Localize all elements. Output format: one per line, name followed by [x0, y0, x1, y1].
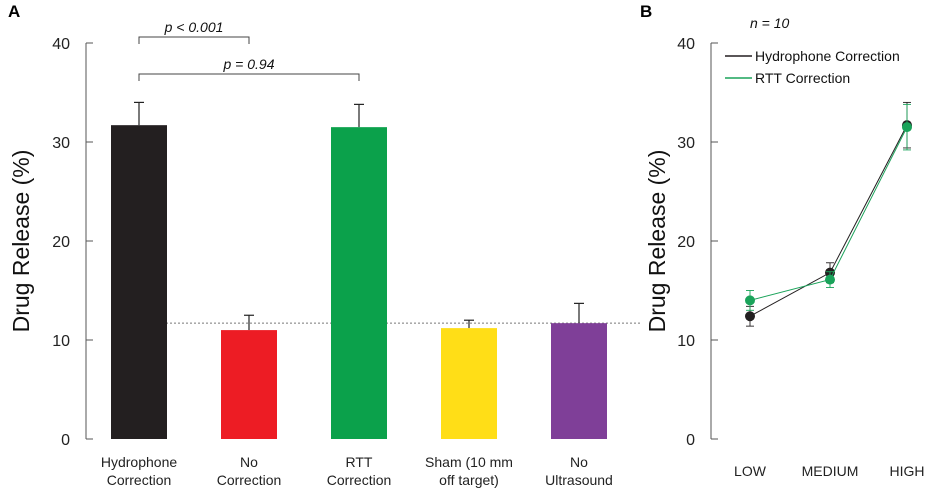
x-category-label: HIGH — [890, 463, 925, 479]
x-category-label: off target) — [439, 472, 499, 488]
data-point — [825, 274, 835, 285]
x-category-label: LOW — [734, 463, 767, 479]
y-tick-label: 40 — [52, 36, 70, 53]
bar — [221, 330, 277, 439]
y-axis-label: Drug Release (%) — [8, 150, 34, 333]
x-category-label: No — [570, 454, 588, 470]
y-tick-label: 0 — [61, 432, 70, 449]
y-tick-label: 30 — [677, 135, 695, 152]
significance-bracket — [138, 36, 250, 44]
data-point — [902, 122, 912, 133]
p-value-label: p = 0.94 — [223, 56, 275, 72]
bar — [551, 323, 607, 439]
x-category-label: Hydrophone — [101, 454, 177, 470]
x-category-label: Ultrasound — [545, 472, 613, 488]
y-tick-label: 20 — [52, 234, 70, 251]
x-category-label: Correction — [107, 472, 172, 488]
bar — [441, 328, 497, 439]
panel-a-bar-chart: 0 10 20 30 40 Drug Release (%) Hydrophone Corre… — [8, 19, 640, 488]
panel-b-line-chart: 0 10 20 30 40 Drug Release (%) LOW MEDIUM HIGH n … — [644, 15, 925, 479]
p-value-label: p < 0.001 — [164, 19, 224, 35]
data-point — [745, 295, 755, 306]
x-category-label: Correction — [217, 472, 282, 488]
legend-entry: Hydrophone Correction — [755, 48, 900, 64]
panel-label-b: B — [640, 2, 652, 21]
x-category-label: MEDIUM — [802, 463, 859, 479]
significance-bracket — [138, 73, 360, 81]
sample-size-label: n = 10 — [750, 15, 790, 31]
bar — [331, 127, 387, 440]
x-category-label: No — [240, 454, 258, 470]
data-point — [745, 311, 755, 322]
legend-entry: RTT Correction — [755, 70, 850, 86]
y-axis-label: Drug Release (%) — [644, 150, 670, 333]
panel-label-a: A — [8, 2, 20, 21]
y-tick-label: 10 — [52, 333, 70, 350]
x-category-label: RTT — [346, 454, 373, 470]
y-tick-label: 30 — [52, 135, 70, 152]
x-category-label: Sham (10 mm — [425, 454, 513, 470]
y-tick-label: 40 — [677, 36, 695, 53]
y-tick-label: 20 — [677, 234, 695, 251]
y-tick-label: 0 — [686, 432, 695, 449]
x-category-label: Correction — [327, 472, 392, 488]
y-tick-label: 10 — [677, 333, 695, 350]
bar — [111, 125, 167, 440]
